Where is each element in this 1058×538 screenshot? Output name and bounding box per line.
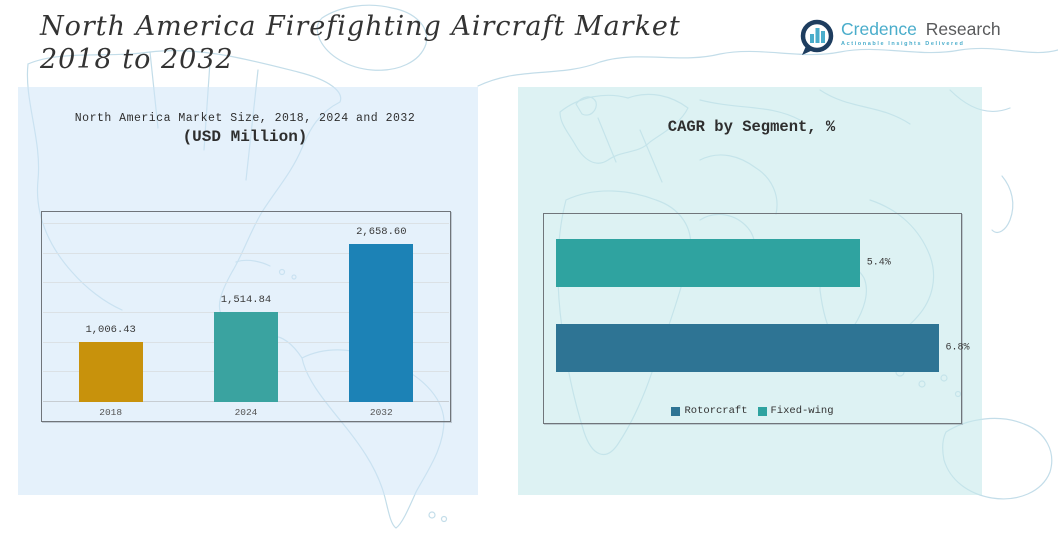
x-axis-label-2024: 2024 (234, 407, 258, 418)
page-title: North America Firefighting Aircraft Mark… (40, 10, 681, 76)
bar-group-2024: 1,514.84 2024 (213, 224, 278, 418)
logo-brand-secondary: Research (925, 19, 1001, 39)
bar-Rotorcraft (556, 324, 939, 372)
bar-value-label: 1,514.84 (220, 294, 272, 307)
market-size-plot-area: 1,006.43 2018 1,514.84 2024 2,658.60 2032 (43, 223, 449, 418)
legend-label: Rotorcraft (684, 405, 748, 417)
cagr-bar-chart: 5.4% 6.8% Rotorcraft Fixed-wing (543, 213, 970, 424)
bar-2018 (78, 342, 143, 402)
market-size-chart-title: North America Market Size, 2018, 2024 an… (41, 112, 449, 146)
page-title-line1: North America Firefighting Aircraft Mark… (40, 11, 681, 42)
legend-swatch (757, 406, 767, 416)
bar-value-label: 2,658.60 (356, 226, 407, 239)
legend-item-Fixed-wing: Fixed-wing (757, 405, 834, 417)
cagr-chart-legend: Rotorcraft Fixed-wing (544, 405, 961, 417)
bar-row-Fixed-wing: 5.4% (556, 239, 961, 287)
credence-research-logo: Credence Research Actionable Insights De… (799, 19, 1001, 57)
bar-value-label: 6.8% (945, 342, 970, 354)
bar-2024 (213, 312, 278, 402)
x-axis-label-2018: 2018 (99, 407, 123, 418)
bar-columns: 1,006.43 2018 1,514.84 2024 2,658.60 2032 (43, 224, 449, 418)
cagr-plot-area: 5.4% 6.8% (556, 214, 970, 423)
bar-chart-speech-bubble-icon (800, 19, 834, 55)
bar-2032 (349, 244, 414, 402)
logo-text: Credence Research Actionable Insights De… (841, 19, 1001, 47)
logo-brand: Credence Research (841, 19, 1001, 39)
logo-brand-primary: Credence (841, 19, 917, 39)
bar-value-label: 5.4% (866, 257, 891, 269)
gridline (43, 282, 449, 284)
logo-tagline: Actionable Insights Delivered (841, 41, 965, 47)
bar-group-2032: 2,658.60 2032 (349, 224, 414, 418)
bar-Fixed-wing (556, 239, 860, 287)
market-size-chart-title-line1: North America Market Size, 2018, 2024 an… (74, 112, 416, 125)
legend-label: Fixed-wing (770, 405, 834, 417)
gridline (43, 223, 449, 224)
cagr-chart-title: CAGR by Segment, % (667, 118, 836, 136)
market-size-chart-title-line2: (USD Million) (182, 128, 308, 146)
market-size-bar-chart: 1,006.43 2018 1,514.84 2024 2,658.60 2032 (41, 211, 451, 422)
bar-row-Rotorcraft: 6.8% (556, 324, 970, 372)
bar-value-label: 1,006.43 (85, 324, 136, 337)
x-axis-label-2032: 2032 (369, 407, 393, 418)
bar-group-2018: 1,006.43 2018 (78, 224, 143, 418)
gridline (43, 252, 449, 254)
legend-item-Rotorcraft: Rotorcraft (671, 405, 748, 417)
right-panel-background (518, 87, 982, 495)
legend-swatch (671, 406, 681, 416)
page-title-line2: 2018 to 2032 (40, 44, 234, 75)
